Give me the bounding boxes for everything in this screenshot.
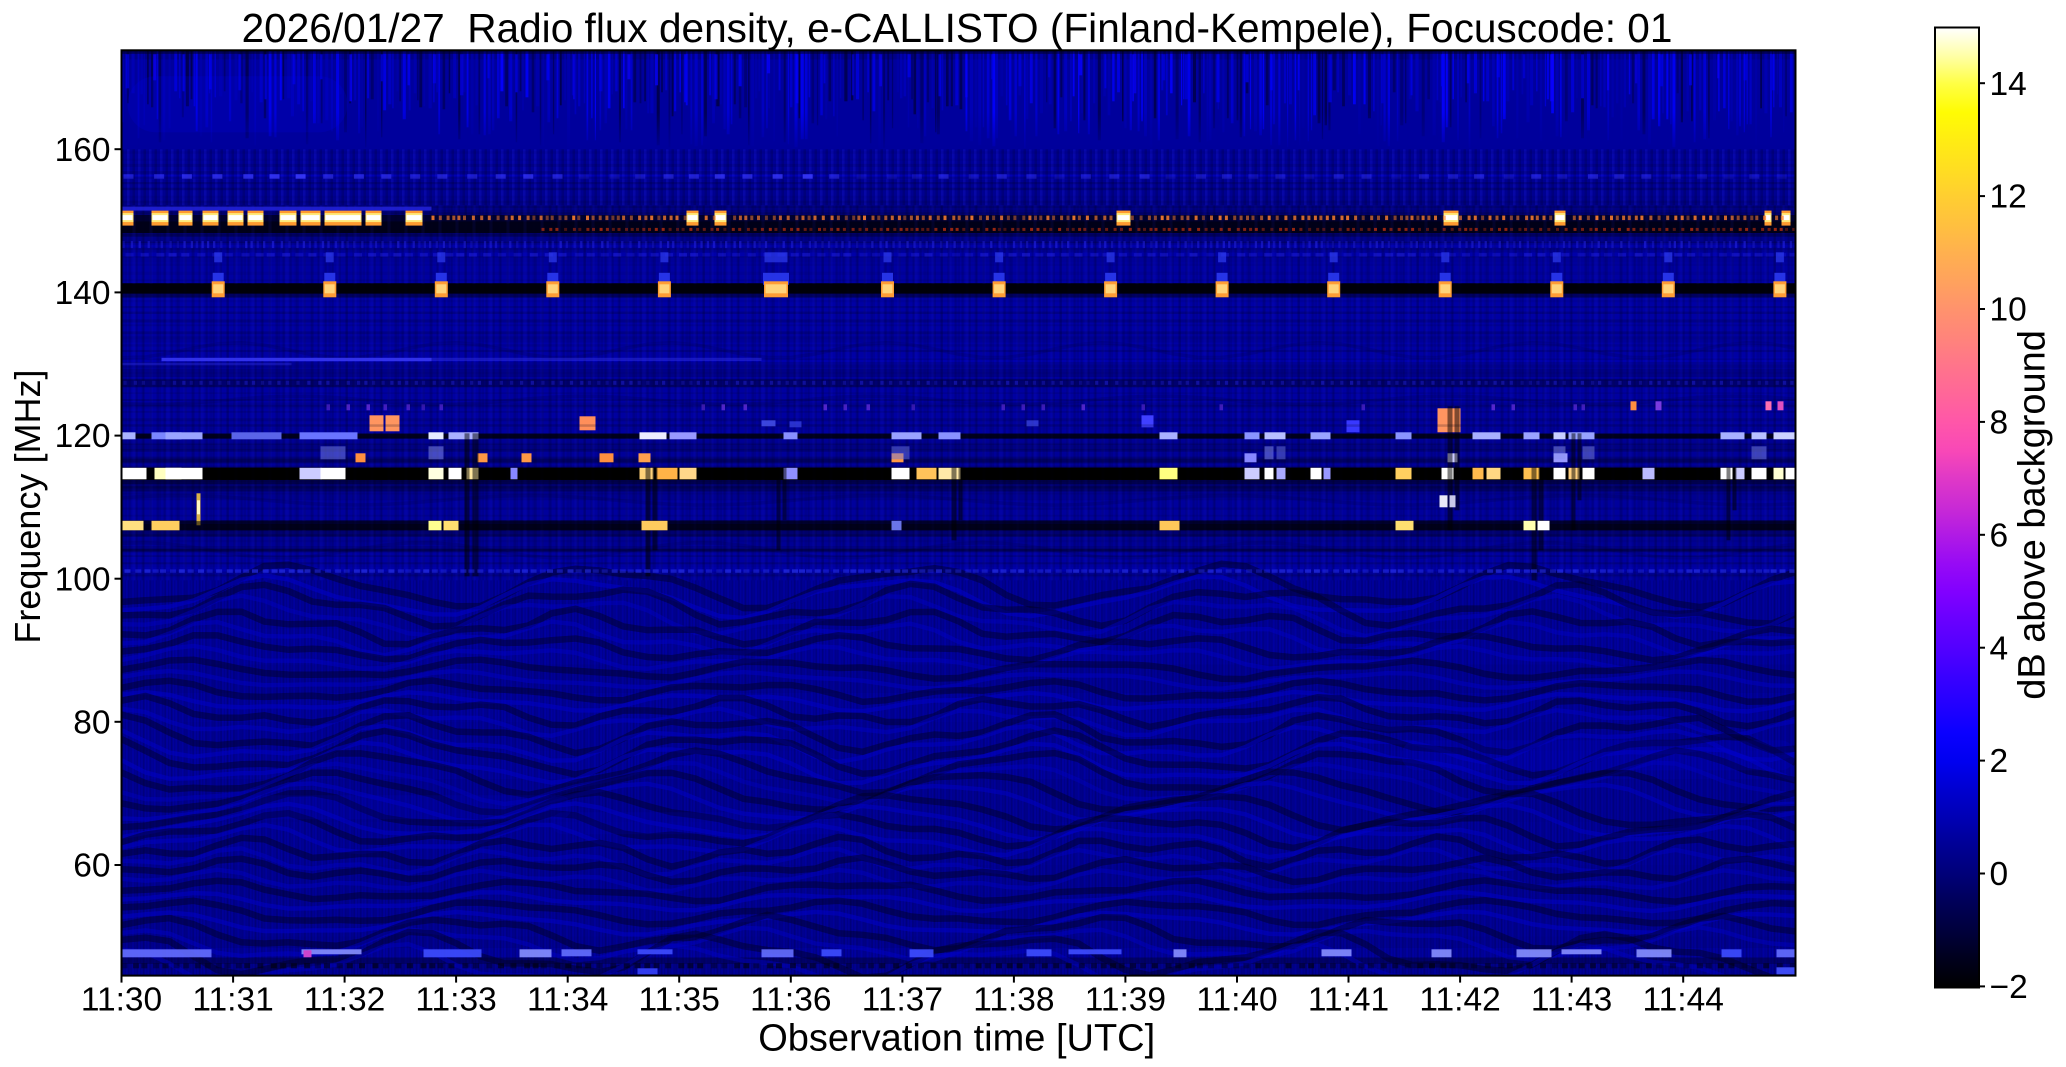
svg-text:Frequency [MHz]: Frequency [MHz] (7, 370, 48, 644)
svg-text:2026/01/27 Radio flux density: 2026/01/27 Radio flux density, e-CALLIST… (242, 5, 1673, 51)
svg-text:11:32: 11:32 (304, 982, 385, 1019)
svg-text:11:38: 11:38 (973, 982, 1054, 1019)
svg-text:140: 140 (55, 275, 111, 312)
svg-text:0: 0 (1990, 856, 2009, 893)
svg-text:11:40: 11:40 (1196, 982, 1277, 1019)
svg-text:11:42: 11:42 (1419, 982, 1500, 1019)
svg-text:8: 8 (1990, 405, 2009, 442)
svg-text:10: 10 (1990, 292, 2027, 329)
svg-text:160: 160 (55, 132, 111, 169)
svg-text:11:34: 11:34 (527, 982, 608, 1019)
svg-text:11:35: 11:35 (639, 982, 720, 1019)
svg-text:6: 6 (1990, 517, 2009, 554)
svg-text:14: 14 (1990, 66, 2027, 103)
svg-text:100: 100 (55, 561, 111, 598)
svg-text:2: 2 (1990, 743, 2009, 780)
svg-text:dB above background: dB above background (2012, 330, 2054, 700)
svg-text:Observation time [UTC]: Observation time [UTC] (758, 1018, 1155, 1060)
svg-text:11:30: 11:30 (81, 982, 162, 1019)
svg-text:11:39: 11:39 (1085, 982, 1166, 1019)
svg-text:80: 80 (73, 704, 110, 741)
svg-text:120: 120 (55, 418, 111, 455)
svg-text:−2: −2 (1990, 969, 2028, 1006)
svg-text:11:31: 11:31 (192, 982, 273, 1019)
svg-text:11:44: 11:44 (1643, 982, 1724, 1019)
svg-text:11:43: 11:43 (1531, 982, 1612, 1019)
svg-text:11:36: 11:36 (750, 982, 831, 1019)
svg-text:11:33: 11:33 (415, 982, 496, 1019)
svg-text:60: 60 (73, 848, 110, 885)
svg-text:11:37: 11:37 (862, 982, 943, 1019)
svg-text:11:41: 11:41 (1308, 982, 1389, 1019)
svg-text:4: 4 (1990, 630, 2009, 667)
svg-text:12: 12 (1990, 179, 2027, 216)
